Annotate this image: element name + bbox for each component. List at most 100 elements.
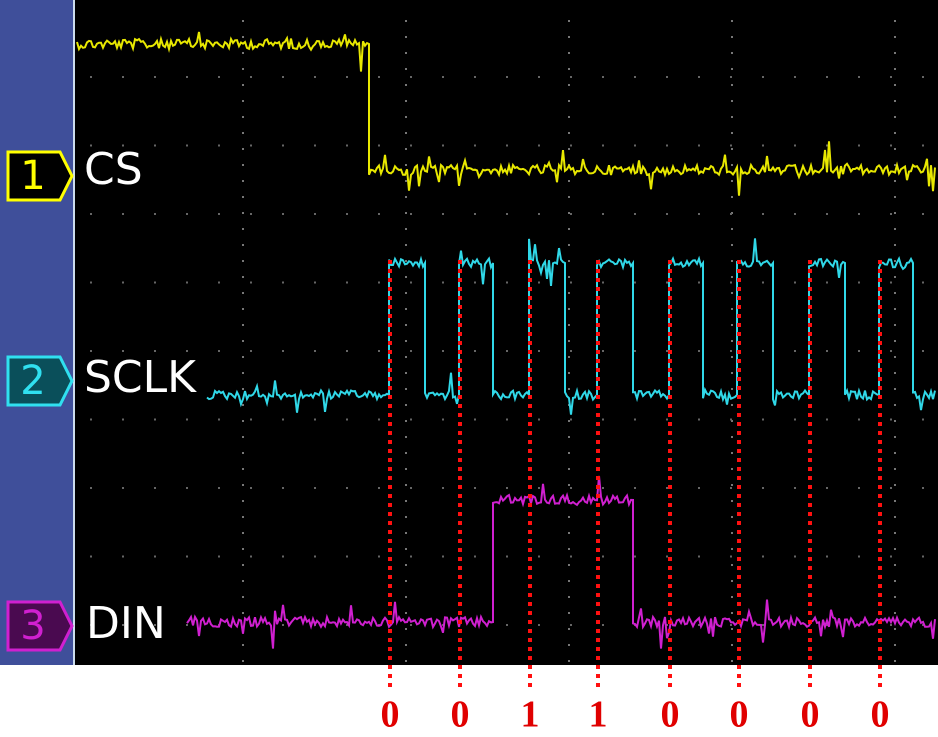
grid-dot	[568, 20, 570, 22]
grid-dot	[405, 548, 407, 550]
grid-dot	[894, 372, 896, 374]
grid-dot	[731, 436, 733, 438]
grid-dot	[894, 68, 896, 70]
grid-dot	[731, 116, 733, 118]
grid-dot	[538, 419, 540, 421]
grid-dot	[405, 532, 407, 534]
grid-dot	[218, 556, 220, 558]
grid-dot	[570, 350, 572, 352]
grid-dot	[405, 420, 407, 422]
grid-dot	[894, 276, 896, 278]
grid-dot	[894, 388, 896, 390]
grid-dot	[218, 487, 220, 489]
grid-dot	[894, 148, 896, 150]
grid-dot	[90, 282, 92, 284]
grid-dot	[568, 596, 570, 598]
grid-dot	[568, 484, 570, 486]
grid-dot	[346, 145, 348, 147]
grid-dot	[894, 228, 896, 230]
grid-dot	[405, 276, 407, 278]
grid-dot	[666, 282, 668, 284]
grid-dot	[442, 145, 444, 147]
grid-dot	[890, 487, 892, 489]
grid-dot	[568, 212, 570, 214]
grid-dot	[730, 213, 732, 215]
grid-dot	[242, 180, 244, 182]
grid-dot	[250, 419, 252, 421]
grid-dot	[474, 213, 476, 215]
grid-dot	[405, 164, 407, 166]
grid-dot	[186, 487, 188, 489]
grid-dot	[731, 308, 733, 310]
grid-dot	[242, 36, 244, 38]
grid-dot	[314, 419, 316, 421]
grid-dot	[568, 36, 570, 38]
grid-dot	[242, 532, 244, 534]
grid-dot	[405, 356, 407, 358]
grid-dot	[405, 564, 407, 566]
grid-dot	[122, 76, 124, 78]
grid-dot	[634, 213, 636, 215]
grid-dot	[731, 196, 733, 198]
grid-dot	[894, 100, 896, 102]
grid-dot	[794, 419, 796, 421]
grid-dot	[242, 20, 244, 22]
grid-dot	[506, 145, 508, 147]
grid-dot	[894, 660, 896, 662]
grid-dot	[826, 487, 828, 489]
grid-dot	[282, 350, 284, 352]
grid-dot	[698, 419, 700, 421]
grid-dot	[894, 516, 896, 518]
grid-dot	[731, 644, 733, 646]
grid-dot	[405, 404, 407, 406]
grid-dot	[568, 628, 570, 630]
grid-dot	[242, 132, 244, 134]
grid-dot	[242, 468, 244, 470]
grid-dot	[474, 419, 476, 421]
grid-dot	[731, 340, 733, 342]
grid-dot	[570, 213, 572, 215]
grid-dot	[250, 556, 252, 558]
grid-dot	[154, 556, 156, 558]
grid-dot	[894, 292, 896, 294]
grid-dot	[894, 36, 896, 38]
grid-dot	[731, 388, 733, 390]
grid-dot	[698, 145, 700, 147]
grid-dot	[314, 282, 316, 284]
grid-dot	[731, 548, 733, 550]
grid-dot	[242, 276, 244, 278]
grid-dot	[346, 282, 348, 284]
grid-dot	[894, 580, 896, 582]
channel-label: DIN	[86, 598, 166, 649]
grid-dot	[762, 350, 764, 352]
grid-dot	[894, 612, 896, 614]
grid-dot	[698, 487, 700, 489]
grid-dot	[90, 556, 92, 558]
grid-dot	[242, 644, 244, 646]
grid-dot	[731, 532, 733, 534]
grid-dot	[442, 419, 444, 421]
grid-dot	[666, 145, 668, 147]
grid-dot	[922, 213, 924, 215]
grid-dot	[538, 556, 540, 558]
grid-dot	[568, 116, 570, 118]
grid-dot	[826, 76, 828, 78]
grid-dot	[474, 350, 476, 352]
grid-dot	[568, 324, 570, 326]
grid-dot	[894, 244, 896, 246]
grid-dot	[346, 350, 348, 352]
grid-dot	[568, 516, 570, 518]
grid-dot	[154, 213, 156, 215]
grid-dot	[405, 180, 407, 182]
grid-dot	[405, 244, 407, 246]
grid-dot	[731, 468, 733, 470]
grid-dot	[730, 145, 732, 147]
grid-dot	[242, 500, 244, 502]
grid-dot	[538, 350, 540, 352]
grid-dot	[894, 564, 896, 566]
grid-dot	[568, 276, 570, 278]
side-bar	[0, 0, 75, 665]
grid-dot	[410, 419, 412, 421]
grid-dot	[474, 282, 476, 284]
grid-dot	[731, 660, 733, 662]
